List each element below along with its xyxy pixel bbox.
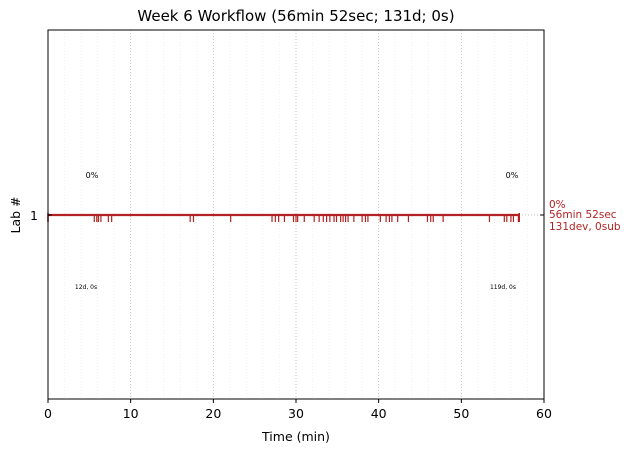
- y-tick-label-1: 1: [30, 208, 38, 223]
- chart-title: Week 6 Workflow (56min 52sec; 131d; 0s): [137, 7, 454, 25]
- side-label-percent: 0%: [549, 199, 566, 211]
- x-tick-label: 10: [123, 406, 139, 421]
- x-tick-label: 0: [44, 406, 52, 421]
- start-percent-label: 0%: [86, 171, 99, 180]
- end-count-label: 119d, 0s: [490, 284, 516, 291]
- event-marks: [47, 213, 521, 222]
- x-tick-label: 40: [371, 406, 387, 421]
- side-label-duration: 56min 52sec: [549, 209, 617, 221]
- x-tick-label: 20: [205, 406, 221, 421]
- start-count-label: 12d, 0s: [75, 284, 97, 291]
- side-label-counts: 131dev, 0sub: [549, 221, 621, 233]
- x-axis-ticks: 0 10 20 30 40 50 60: [44, 399, 552, 421]
- y-axis-label: Lab #: [8, 196, 23, 233]
- x-axis-label: Time (min): [261, 429, 330, 444]
- x-tick-label: 60: [536, 406, 552, 421]
- x-tick-label: 30: [288, 406, 304, 421]
- x-tick-label: 50: [453, 406, 469, 421]
- end-percent-label: 0%: [506, 171, 519, 180]
